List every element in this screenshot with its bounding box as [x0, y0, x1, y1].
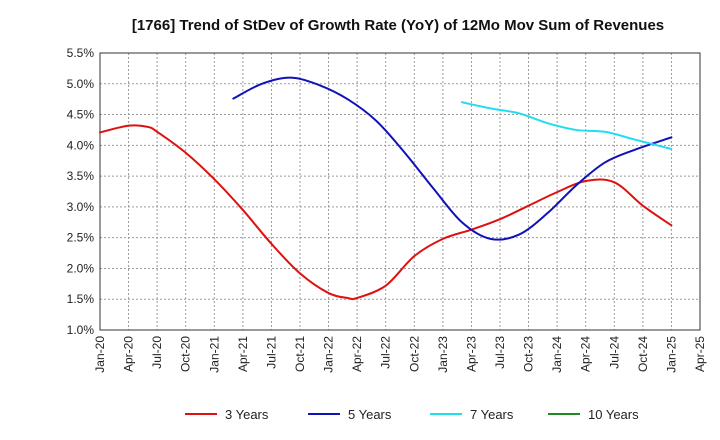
x-tick-label: Apr-22 [350, 336, 364, 372]
x-tick-label: Jan-22 [322, 336, 336, 373]
x-tick-label: Oct-21 [293, 336, 307, 372]
x-tick-label: Jan-21 [207, 336, 221, 373]
y-tick-label: 4.0% [67, 138, 95, 152]
y-tick-label: 2.0% [67, 261, 95, 275]
x-tick-label: Jan-25 [664, 336, 678, 373]
y-tick-label: 3.0% [67, 200, 95, 214]
y-tick-label: 4.5% [67, 108, 95, 122]
x-tick-label: Jan-24 [550, 336, 564, 373]
x-tick-label: Apr-25 [693, 336, 707, 372]
x-tick-label: Apr-23 [464, 336, 478, 372]
y-tick-label: 5.5% [67, 46, 95, 60]
x-axis-ticks: Jan-20 Apr-20 Jul-20 Oct-20 Jan-21 Apr-21 Jul-… [93, 336, 707, 373]
x-tick-label: Jul-21 [264, 336, 278, 369]
y-tick-label: 2.5% [67, 231, 95, 245]
x-tick-label: Jul-24 [607, 336, 621, 369]
legend-label-5-years: 5 Years [348, 407, 392, 422]
legend-label-7-years: 7 Years [470, 407, 514, 422]
y-axis-ticks: 1.0% 1.5% 2.0% 2.5% 3.0% 3.5% 4.0% 4.5% 5.0% 5.5% [67, 46, 95, 337]
x-tick-label: Oct-22 [407, 336, 421, 372]
legend: 3 Years 5 Years 7 Years 10 Years [185, 407, 639, 422]
series-line-5-years [232, 76, 673, 241]
grid-lines [100, 53, 700, 330]
x-tick-label: Apr-21 [236, 336, 250, 372]
legend-label-10-years: 10 Years [588, 407, 639, 422]
x-tick-label: Jan-20 [93, 336, 107, 373]
x-tick-label: Jul-20 [150, 336, 164, 369]
x-tick-label: Oct-24 [636, 336, 650, 372]
x-tick-label: Jan-23 [436, 336, 450, 373]
plot-area-frame [99, 52, 701, 331]
x-tick-label: Apr-24 [579, 336, 593, 372]
x-tick-label: Apr-20 [122, 336, 136, 372]
y-tick-label: 1.0% [67, 323, 95, 337]
x-tick-label: Oct-23 [522, 336, 536, 372]
y-tick-label: 5.0% [67, 77, 95, 91]
series-line-3-years [99, 124, 673, 301]
y-tick-label: 1.5% [67, 292, 95, 306]
x-tick-label: Oct-20 [179, 336, 193, 372]
legend-label-3-years: 3 Years [225, 407, 269, 422]
series-line-7-years [460, 101, 673, 151]
series-layer [99, 76, 673, 301]
x-tick-label: Jul-22 [379, 336, 393, 369]
x-tick-label: Jul-23 [493, 336, 507, 369]
chart-title: [1766] Trend of StDev of Growth Rate (Yo… [132, 17, 664, 34]
y-tick-label: 3.5% [67, 169, 95, 183]
